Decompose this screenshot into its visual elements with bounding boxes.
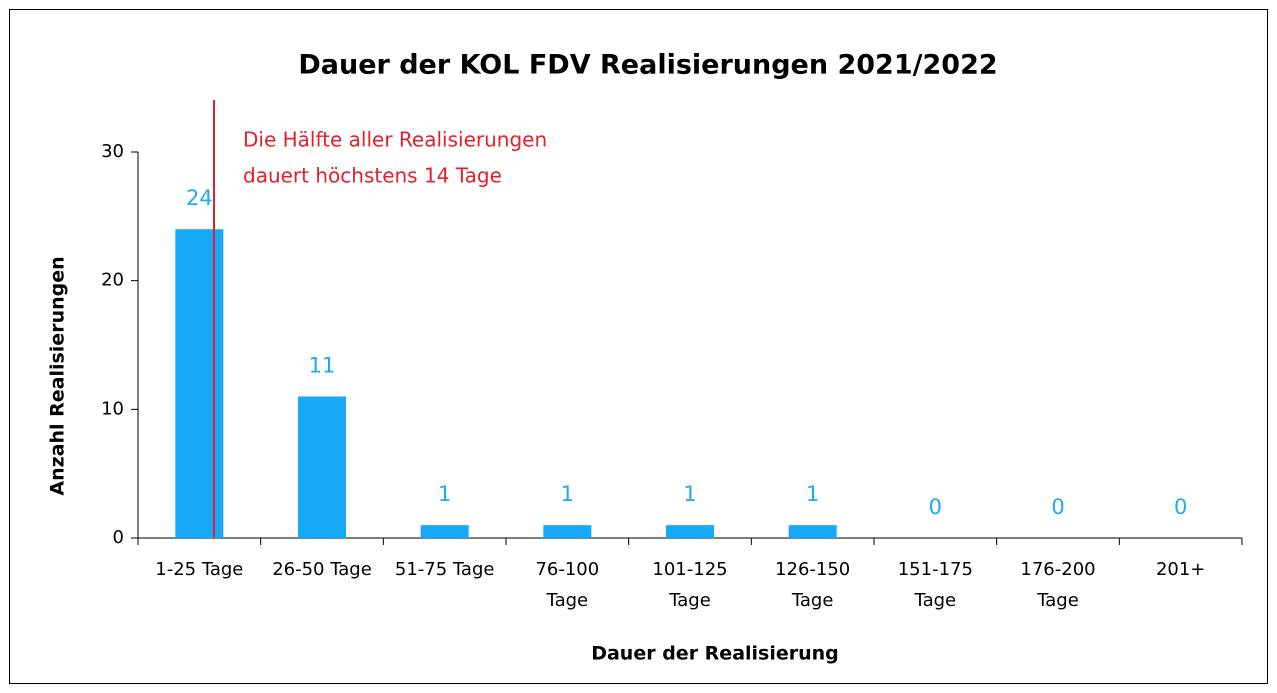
bar (420, 525, 469, 538)
bar (298, 396, 346, 538)
bar (175, 229, 224, 538)
y-tick-label: 0 (113, 527, 124, 548)
data-label: 0 (1051, 495, 1064, 519)
x-tick-label: 26-50 Tage (272, 559, 372, 580)
x-tick-label: 201+ (1156, 559, 1205, 580)
data-label: 1 (561, 482, 574, 506)
chart-title: Dauer der KOL FDV Realisierungen 2021/20… (298, 50, 997, 81)
x-tick-label: 151-175 Tage (898, 559, 973, 611)
data-label: 1 (683, 482, 696, 506)
y-axis-label: Anzahl Realisierungen (47, 256, 69, 495)
data-label: 0 (929, 495, 942, 519)
annotation: Die Hälfte aller Realisierungen (243, 128, 547, 152)
x-tick-label: 76-100 Tage (535, 559, 599, 611)
data-label: 1 (806, 482, 819, 506)
x-tick-label: 176-200 Tage (1020, 559, 1095, 611)
data-label: 11 (309, 353, 336, 377)
data-label: 1 (438, 482, 451, 506)
y-tick-label: 10 (101, 398, 124, 419)
data-label: 24 (186, 186, 213, 210)
x-axis-label: Dauer der Realisierung (591, 643, 839, 665)
y-tick-label: 20 (101, 270, 124, 291)
x-tick-label: 101-125 Tage (652, 559, 727, 611)
bar (666, 525, 714, 538)
x-tick-label: 51-75 Tage (395, 559, 495, 580)
bar (788, 525, 837, 538)
data-label: 0 (1174, 495, 1187, 519)
bar (543, 525, 592, 538)
y-tick-label: 30 (101, 141, 124, 162)
x-tick-label: 126-150 Tage (775, 559, 850, 611)
annotation: dauert höchstens 14 Tage (243, 164, 502, 188)
x-tick-label: 1-25 Tage (155, 559, 243, 580)
